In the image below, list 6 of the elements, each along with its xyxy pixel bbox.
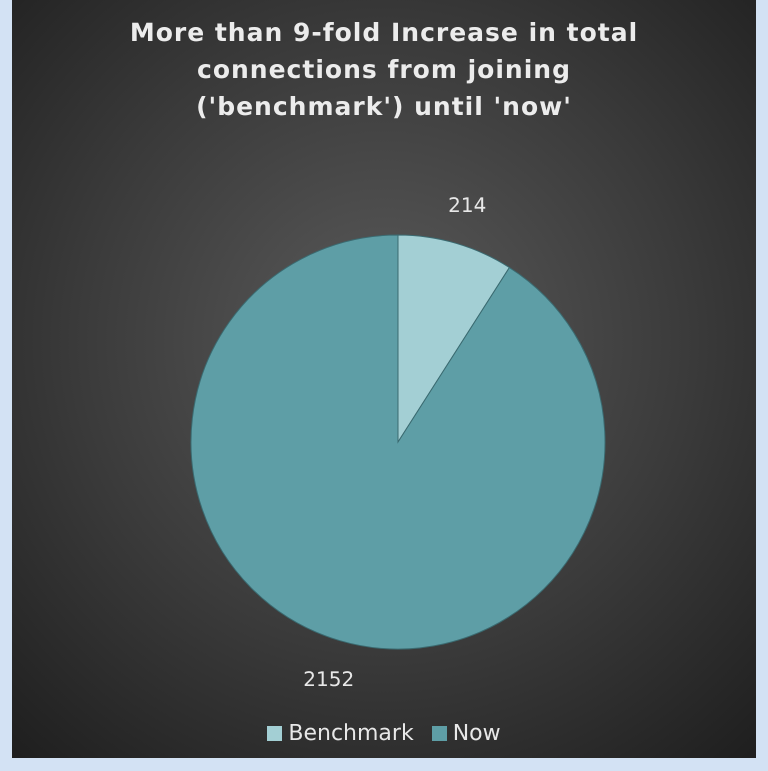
data-label: 214 [448,192,486,217]
legend-label: Benchmark [288,721,414,746]
data-label: 2152 [303,667,354,692]
chart-title: More than 9-fold Increase in total connections from joining ('benchmark') until 'now' [128,17,640,123]
pie-slice [190,234,606,650]
slice-label: Now [452,721,501,746]
